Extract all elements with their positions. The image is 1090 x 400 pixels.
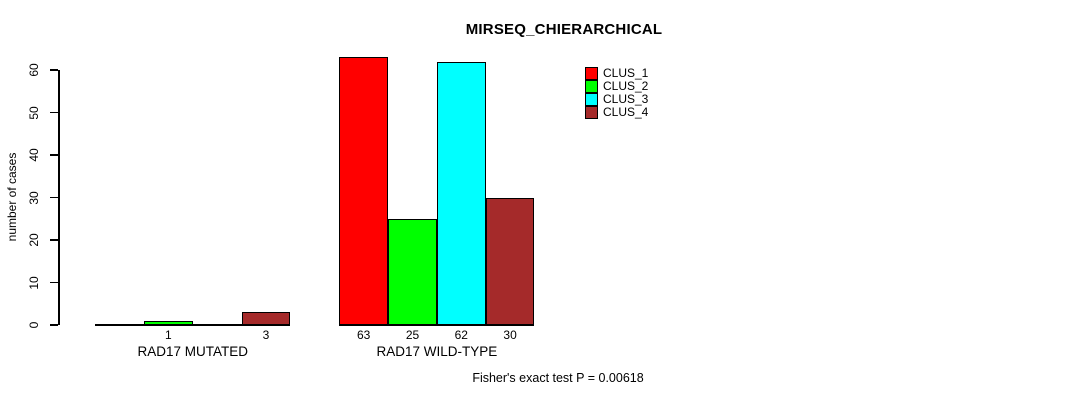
y-tick-label: 50 bbox=[27, 105, 41, 120]
chart-title: MIRSEQ_CHIERARCHICAL bbox=[465, 21, 663, 38]
y-tick bbox=[50, 196, 58, 199]
legend-label: CLUS_1 bbox=[603, 66, 649, 80]
group-baseline bbox=[95, 324, 291, 326]
legend-label: CLUS_4 bbox=[603, 105, 649, 119]
bar-clus-1 bbox=[339, 57, 389, 325]
y-tick-label: 0 bbox=[27, 321, 41, 329]
legend-label: CLUS_2 bbox=[603, 79, 649, 93]
bar-clus-4 bbox=[241, 312, 291, 325]
legend-swatch bbox=[585, 93, 598, 106]
y-axis-line bbox=[58, 70, 60, 325]
legend-label: CLUS_3 bbox=[603, 92, 649, 106]
y-tick-label: 40 bbox=[27, 148, 41, 162]
y-tick-label: 20 bbox=[27, 233, 41, 247]
group-label: RAD17 MUTATED bbox=[137, 344, 249, 359]
bar-value-label: 1 bbox=[165, 328, 172, 342]
y-tick-label: 10 bbox=[27, 275, 41, 290]
fisher-test-annotation: Fisher's exact test P = 0.00618 bbox=[472, 371, 644, 385]
y-tick bbox=[50, 281, 58, 284]
bar-clus-2 bbox=[388, 218, 437, 325]
y-tick-label: 30 bbox=[27, 190, 41, 205]
group-label: RAD17 WILD-TYPE bbox=[376, 344, 498, 359]
y-tick-label: 60 bbox=[27, 63, 41, 77]
bar-value-label: 62 bbox=[454, 328, 468, 342]
bar-value-label: 3 bbox=[262, 328, 270, 342]
bar-value-label: 63 bbox=[357, 328, 371, 342]
legend-swatch bbox=[585, 106, 598, 119]
y-tick bbox=[50, 239, 58, 241]
group-baseline bbox=[339, 324, 535, 326]
legend-swatch bbox=[585, 67, 598, 80]
y-tick bbox=[50, 111, 58, 114]
y-tick bbox=[50, 69, 58, 71]
bar-clus-3 bbox=[436, 61, 486, 325]
y-tick bbox=[50, 154, 58, 156]
bar-value-label: 30 bbox=[503, 328, 517, 342]
bar-value-label: 25 bbox=[405, 328, 420, 342]
bar-clus-4 bbox=[485, 197, 535, 325]
bar-clus-2 bbox=[144, 320, 193, 325]
y-tick bbox=[50, 324, 58, 326]
legend-swatch bbox=[585, 80, 598, 93]
